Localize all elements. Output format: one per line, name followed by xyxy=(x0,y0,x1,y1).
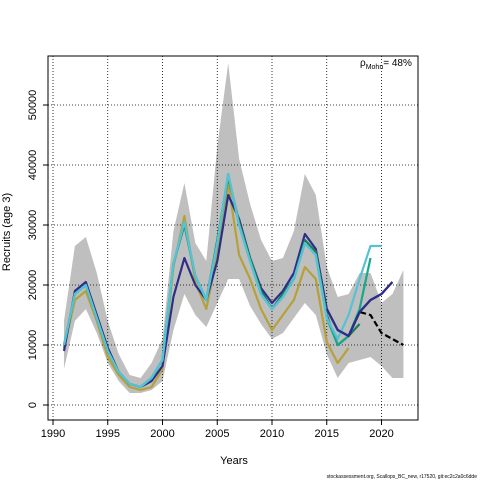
x-axis-title: Years xyxy=(220,455,248,467)
plot-frame xyxy=(47,55,419,421)
rho-symbol: ρ xyxy=(360,58,366,69)
x-tick-label: 1995 xyxy=(96,428,120,440)
y-tick-label: 30000 xyxy=(27,210,39,241)
plot-area: 1990 1995 2000 2005 2010 2015 2020 0 10000 20000 3… xyxy=(27,55,419,440)
rho-subscript: Mohn xyxy=(366,64,384,71)
y-tick-label: 20000 xyxy=(27,270,39,301)
confidence-band xyxy=(63,63,404,393)
x-tick-label: 2000 xyxy=(150,428,174,440)
y-tick-label: 0 xyxy=(27,402,39,408)
footer-credit: stockassessment.org, Scallops_BC_new, r1… xyxy=(327,474,478,480)
x-tick-label: 1990 xyxy=(41,428,65,440)
x-tick-label: 2015 xyxy=(315,428,339,440)
x-tick-label: 2005 xyxy=(205,428,229,440)
series-line-7 xyxy=(325,281,394,338)
y-tick-label: 10000 xyxy=(27,330,39,361)
y-tick-label: 50000 xyxy=(27,90,39,121)
x-tick-label: 2020 xyxy=(369,428,393,440)
series-line-1 xyxy=(62,181,350,392)
x-tick-label: 2010 xyxy=(260,428,284,440)
y-tick-label: 40000 xyxy=(27,150,39,181)
series-line-5 xyxy=(62,172,382,389)
mohn-rho-annotation: ρMohn= 48% xyxy=(360,58,412,71)
rho-value: = 48% xyxy=(383,58,412,69)
y-axis-title: Recruits (age 3) xyxy=(1,193,13,271)
